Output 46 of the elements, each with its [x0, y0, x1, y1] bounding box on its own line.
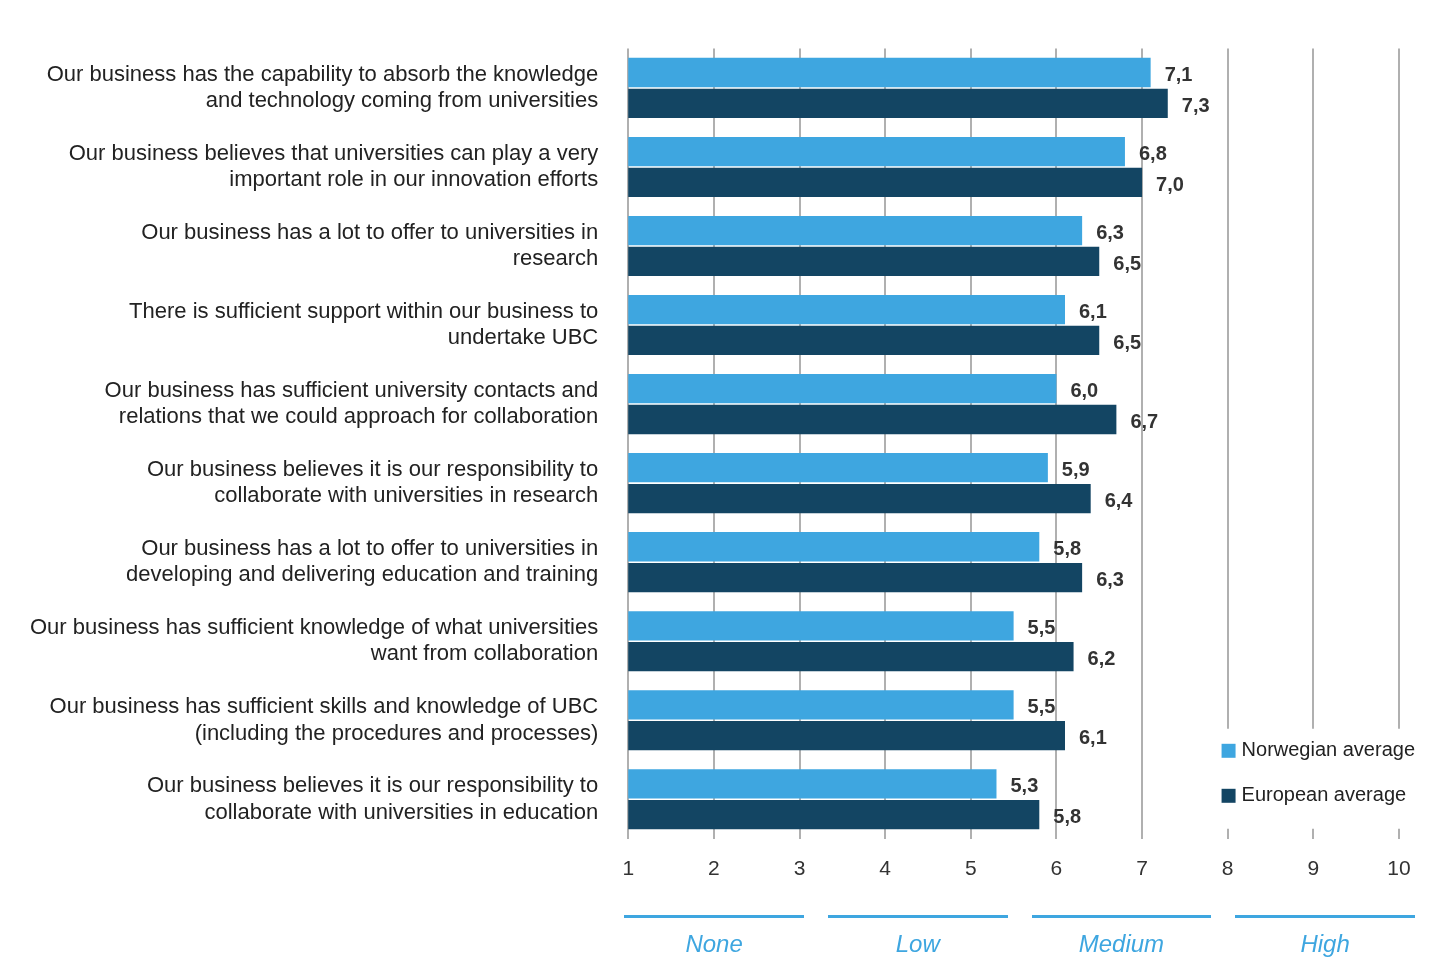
data-label: 6,1: [1079, 726, 1107, 749]
data-label: 5,9: [1061, 458, 1090, 481]
x-tick-label: 3: [793, 856, 806, 880]
x-tick-label: 5: [964, 856, 977, 880]
legend-label: Norwegian average: [1241, 738, 1415, 761]
data-label: 7,1: [1164, 63, 1193, 86]
data-label: 5,5: [1027, 616, 1056, 639]
data-label: 7,3: [1181, 93, 1210, 116]
data-label: 6,5: [1113, 330, 1142, 353]
data-label: 5,8: [1053, 537, 1082, 560]
y-tick-label: Our business believes that universities can play a very important role in our innovation efforts: [68, 139, 599, 192]
y-tick-label: There is sufficient support within our business to undertake UBC: [129, 297, 599, 350]
y-tick-label: Our business has a lot to offer to universities in research: [141, 218, 599, 271]
text: Medium: [1031, 915, 1212, 958]
text: None: [624, 915, 804, 958]
text: Low: [827, 915, 1008, 958]
data-label: 6,8: [1138, 142, 1167, 165]
y-tick-label: Our business has sufficient skills and knowledge of UBC (including the procedures and processes): [49, 693, 599, 745]
x-tick-label: 9: [1307, 856, 1320, 880]
data-label: 6,4: [1104, 489, 1134, 512]
data-label: 5,8: [1053, 805, 1082, 828]
data-label: 6,3: [1096, 568, 1124, 591]
legend-label: European average: [1241, 783, 1407, 806]
text: High: [1235, 915, 1415, 958]
x-tick-label: 2: [708, 856, 720, 880]
y-tick-label: Our business has sufficient university contacts and relations that we could approach for collaboration: [104, 376, 599, 429]
data-label: 5,5: [1027, 695, 1056, 718]
y-tick-label: Our business has the capability to absorb the knowledge and technology coming from universities: [46, 60, 599, 113]
x-tick-label: 6: [1050, 856, 1063, 880]
data-label: 6,3: [1096, 221, 1124, 244]
x-tick-label: 10: [1387, 856, 1411, 880]
data-label: 6,7: [1130, 410, 1159, 433]
data-label: 5,3: [1010, 774, 1039, 797]
x-tick-label: 1: [622, 856, 635, 880]
y-tick-label: Our business believes it is our responsibility to collaborate with universities in research: [147, 455, 599, 508]
x-tick-label: 7: [1136, 856, 1148, 880]
data-label: 6,0: [1070, 379, 1099, 402]
y-tick-label: Our business has a lot to offer to universities in developing and delivering education and training: [126, 535, 599, 587]
x-tick-label: 8: [1221, 856, 1234, 880]
data-label: 6,2: [1087, 647, 1116, 670]
data-label: 6,5: [1113, 251, 1142, 274]
data-label: 7,0: [1156, 172, 1184, 195]
x-tick-label: 4: [879, 856, 892, 880]
data-label: 6,1: [1079, 300, 1107, 323]
y-tick-label: Our business has sufficient knowledge of what universities want from collaboration: [30, 614, 599, 666]
y-tick-label: Our business believes it is our responsibility to collaborate with universities in education: [147, 772, 599, 824]
